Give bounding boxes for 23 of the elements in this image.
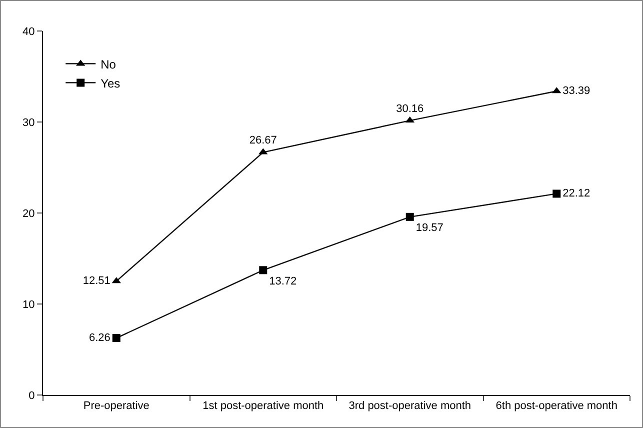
y-tick-label: 40	[22, 26, 35, 38]
data-label: 12.51	[82, 274, 110, 287]
point	[259, 266, 268, 274]
x-tick-label: Pre-operative	[83, 400, 150, 412]
data-label: 22.12	[562, 187, 590, 200]
data-label: 13.72	[269, 275, 297, 288]
data-label: 33.39	[562, 84, 590, 97]
legend-label: No	[100, 57, 116, 72]
legend-label: Yes	[100, 76, 120, 90]
data-label: 19.57	[416, 222, 444, 234]
data-label: 6.26	[88, 332, 110, 344]
x-tick-label: 3rd post-operative month	[348, 400, 472, 412]
y-tick-label: 20	[22, 208, 35, 220]
point	[552, 190, 561, 198]
data-label: 30.16	[396, 102, 424, 115]
data-label: 26.67	[249, 134, 277, 147]
y-tick-label: 10	[22, 298, 35, 311]
x-tick-label: 6th post-operative month	[496, 400, 618, 412]
point	[406, 212, 414, 221]
point	[112, 334, 120, 342]
y-tick-label: 30	[22, 116, 35, 129]
y-tick-label: 0	[28, 390, 35, 402]
x-tick-label: 1st post-operative month	[202, 400, 324, 412]
